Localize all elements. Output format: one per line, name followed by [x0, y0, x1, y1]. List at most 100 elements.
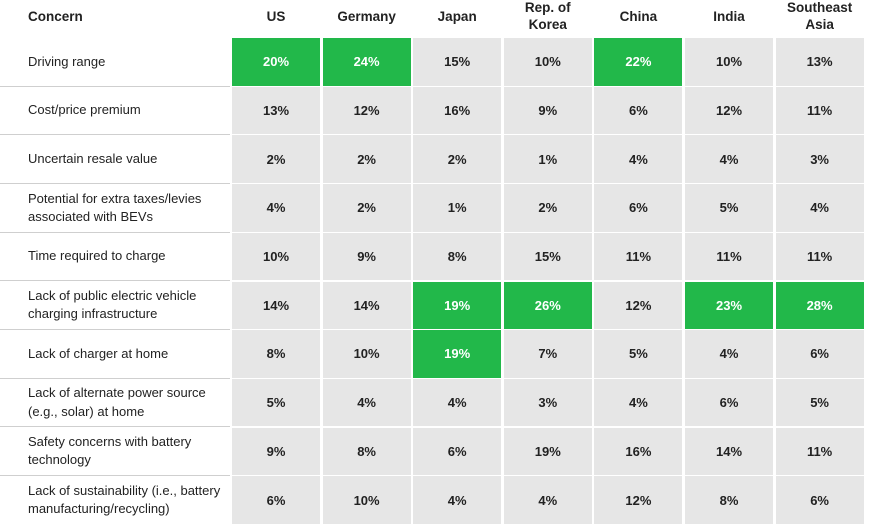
row-label-text: Lack of alternate power source (e.g., so… — [28, 385, 206, 419]
value-cell: 6% — [775, 330, 864, 378]
value-cell: 6% — [232, 476, 320, 524]
value-cell: 6% — [594, 184, 683, 232]
highlighted-cell: 23% — [685, 281, 773, 329]
value-cell-text: 15% — [444, 54, 471, 70]
value-cell: 4% — [413, 378, 502, 427]
row-label: Safety concerns with battery technology — [0, 428, 230, 477]
value-cell-text: 14% — [262, 297, 290, 313]
value-cell-text: 11% — [625, 249, 652, 265]
value-cell: 10% — [232, 232, 320, 281]
column-header-text: US — [266, 8, 286, 24]
value-cell-text: 5% — [810, 395, 829, 411]
value-cell: 12% — [594, 476, 683, 524]
highlighted-cell-text: 24% — [353, 54, 380, 70]
column-header-text: Germany — [337, 8, 396, 24]
value-cell-text: 2% — [538, 200, 558, 216]
value-cell: 6% — [685, 378, 773, 427]
value-cell: 8% — [413, 232, 502, 281]
value-cell: 11% — [775, 232, 864, 281]
highlighted-cell-text: 19% — [444, 346, 471, 362]
highlighted-cell-text: 20% — [262, 54, 290, 70]
row-label-text: Time required to charge — [28, 248, 166, 264]
highlighted-cell: 19% — [413, 330, 502, 378]
value-cell-text: 6% — [628, 200, 648, 216]
row-label: Lack of alternate power source (e.g., so… — [0, 379, 230, 428]
value-cell: 4% — [685, 330, 773, 378]
value-cell-text: 2% — [357, 151, 376, 167]
column-header: Rep. of Korea — [504, 0, 592, 34]
column-header: Japan — [413, 0, 501, 34]
value-cell-text: 10% — [715, 54, 743, 70]
value-cell-text: 5% — [719, 200, 739, 216]
highlighted-cell-text: 26% — [534, 297, 561, 313]
value-cell-text: 19% — [534, 443, 561, 459]
value-cell-text: 2% — [266, 151, 286, 167]
header-text: Concern — [28, 8, 83, 24]
row-label-text: Lack of public electric vehicle charging… — [28, 288, 197, 322]
value-cell-text: 11% — [806, 249, 833, 265]
value-cell-text: 4% — [719, 151, 739, 167]
value-cell-text: 2% — [447, 151, 467, 167]
value-cell: 1% — [413, 184, 502, 232]
highlighted-cell-text: 23% — [715, 297, 743, 313]
value-cell: 14% — [685, 427, 773, 476]
header-concern: Concern — [28, 0, 83, 34]
column-header: Southeast Asia — [776, 0, 864, 34]
value-cell: 6% — [594, 86, 683, 135]
column-header: US — [232, 0, 320, 34]
value-cell-text: 8% — [357, 443, 376, 459]
value-cell: 11% — [685, 232, 773, 281]
highlighted-cell: 28% — [775, 281, 864, 329]
value-cell: 7% — [503, 330, 592, 378]
value-cell: 15% — [413, 38, 502, 86]
value-cell: 8% — [322, 427, 411, 476]
row-label-text: Potential for extra taxes/levies associa… — [28, 190, 202, 224]
value-cell-text: 8% — [719, 492, 739, 508]
value-cell: 12% — [322, 86, 411, 135]
value-cell-text: 16% — [444, 102, 471, 118]
highlighted-cell: 20% — [232, 38, 320, 86]
highlighted-cell-text: 22% — [625, 54, 652, 70]
value-cell: 9% — [322, 232, 411, 281]
row-label-text: Driving range — [28, 53, 106, 69]
value-cell: 4% — [594, 378, 683, 427]
value-cell-text: 4% — [447, 492, 467, 508]
value-cell-text: 3% — [810, 151, 829, 167]
value-cell: 5% — [594, 330, 683, 378]
value-cell: 4% — [594, 135, 683, 183]
value-cell: 4% — [322, 378, 411, 427]
value-cell-text: 11% — [806, 443, 833, 459]
value-cell-text: 4% — [628, 151, 648, 167]
value-cell: 3% — [503, 378, 592, 427]
column-header-text: Southeast Asia — [786, 0, 853, 32]
value-cell-text: 10% — [534, 54, 561, 70]
row-label-text: Cost/price premium — [28, 102, 141, 118]
value-cell: 5% — [775, 378, 864, 427]
value-cell: 4% — [503, 476, 592, 524]
value-cell-text: 10% — [353, 346, 380, 362]
value-cell: 15% — [503, 232, 592, 281]
value-cell: 1% — [503, 135, 592, 183]
value-cell-text: 6% — [719, 395, 739, 411]
highlighted-cell: 26% — [503, 281, 592, 329]
value-cell: 8% — [232, 330, 320, 378]
value-cell: 12% — [685, 86, 773, 135]
value-cell-text: 4% — [538, 492, 558, 508]
row-label-text: Lack of charger at home — [28, 345, 169, 361]
value-cell: 10% — [503, 38, 592, 86]
column-header-text: China — [619, 8, 658, 24]
value-cell: 14% — [322, 281, 411, 329]
value-cell-text: 2% — [357, 200, 376, 216]
value-cell-text: 4% — [628, 395, 648, 411]
column-header: Germany — [323, 0, 411, 34]
highlighted-cell: 24% — [322, 38, 411, 86]
value-cell: 11% — [775, 427, 864, 476]
column-header: India — [685, 0, 773, 34]
value-cell-text: 12% — [625, 492, 652, 508]
value-cell: 9% — [503, 86, 592, 135]
row-label-text: Uncertain resale value — [28, 151, 158, 167]
value-cell-text: 4% — [719, 346, 739, 362]
value-cell: 13% — [232, 86, 320, 135]
value-cell-text: 16% — [625, 443, 652, 459]
